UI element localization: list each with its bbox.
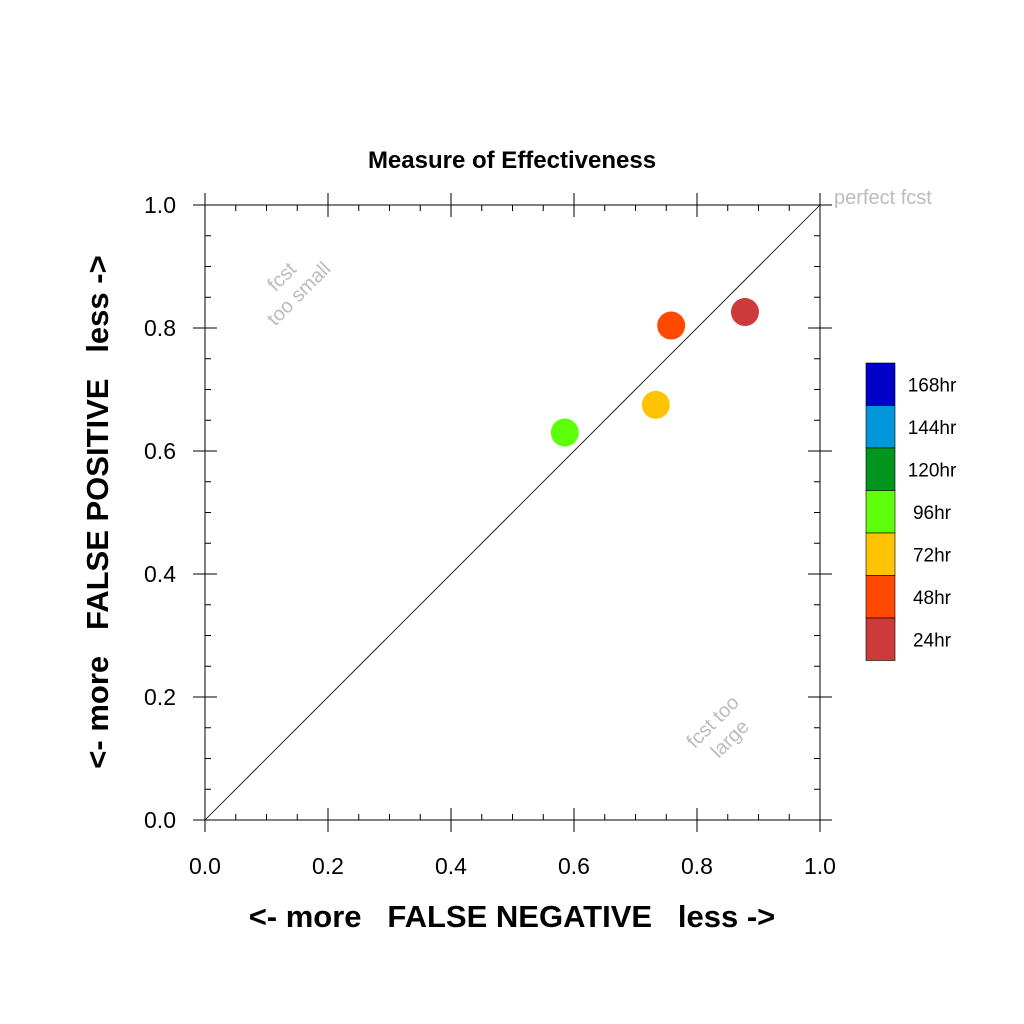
x-tick-label: 0.8 [681,853,713,879]
y-tick-label: 1.0 [144,192,176,218]
legend-label: 168hr [908,375,957,396]
legend-label: 144hr [908,418,957,439]
legend-label: 96hr [913,503,952,524]
legend: 168hr 144hr 120hr 96hr 72hr 48hr 24hr [865,362,957,661]
y-tick-label: 0.8 [144,315,176,341]
legend-swatch-120hr [865,447,896,491]
legend-label: 120hr [908,460,957,481]
chart-title: Measure of Effectiveness [368,147,656,174]
data-point-48hr [657,311,686,340]
legend-swatch-72hr [865,532,896,576]
data-point-96hr [550,418,579,447]
legend-label: 72hr [913,545,952,566]
legend-swatch-144hr [865,405,896,449]
perfect-fcst-label: perfect fcst [834,187,932,209]
legend-swatch-24hr [865,617,896,661]
y-tick-label: 0.6 [144,438,176,464]
y-axis-title: <- more FALSE POSITIVE less -> [80,255,115,768]
x-tick-label: 0.6 [558,853,590,879]
y-tick-label: 0.4 [144,561,176,587]
perfect-fcst-line [204,204,821,821]
legend-swatch-48hr [865,575,896,619]
y-tick-label: 0.2 [144,684,176,710]
legend-label: 48hr [913,588,952,609]
x-axis-title: <- more FALSE NEGATIVE less -> [249,899,776,934]
data-point-72hr [641,390,670,419]
x-tick-label: 0.4 [435,853,467,879]
y-tick-label: 0.0 [144,807,176,833]
legend-swatch-96hr [865,490,896,534]
legend-label: 24hr [913,630,952,651]
x-tick-label: 0.0 [189,853,221,879]
legend-swatch-168hr [865,362,896,406]
x-tick-label: 0.2 [312,853,344,879]
data-point-24hr [730,298,759,327]
x-tick-label: 1.0 [804,853,836,879]
